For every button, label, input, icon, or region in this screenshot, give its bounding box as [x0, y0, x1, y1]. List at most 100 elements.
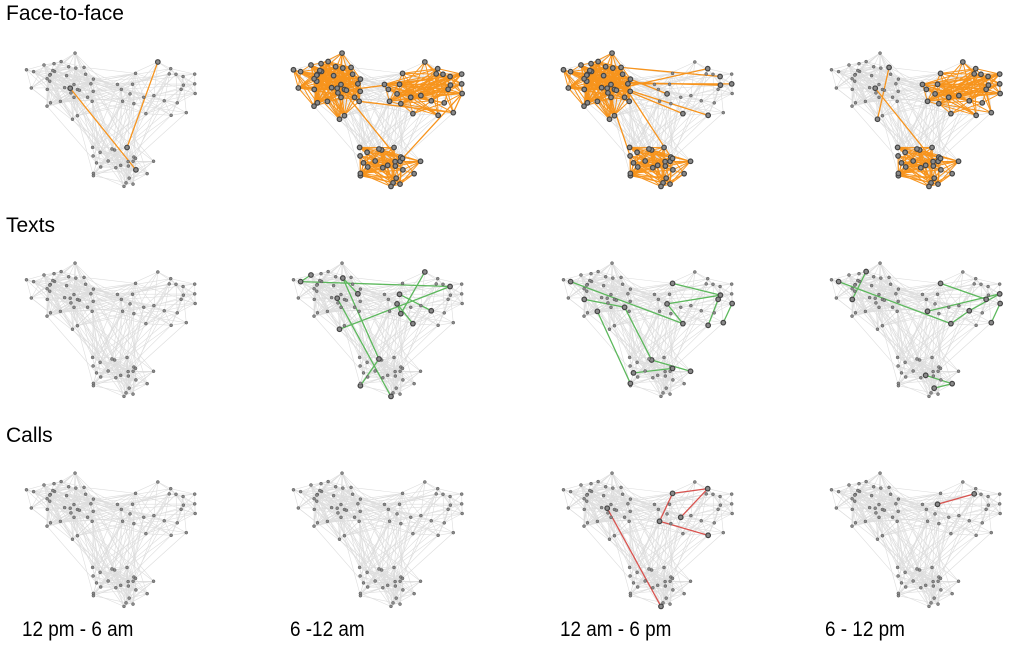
background-edge — [115, 313, 135, 378]
background-edge — [396, 303, 403, 369]
background-edge — [351, 67, 403, 74]
background-edge — [46, 66, 69, 80]
background-edge — [123, 161, 154, 187]
background-edge — [852, 89, 866, 102]
background-edge — [117, 283, 170, 295]
active-node — [919, 81, 926, 88]
background-edge — [657, 370, 691, 376]
active-node — [979, 99, 986, 106]
node — [77, 298, 82, 302]
background-edge — [64, 87, 93, 148]
node — [829, 68, 834, 72]
background-edge — [607, 297, 625, 308]
background-edge — [916, 89, 927, 150]
background-edge — [654, 283, 707, 295]
background-edge — [607, 293, 629, 304]
background-edge — [438, 322, 454, 326]
active-edge — [327, 61, 340, 120]
active-node — [996, 80, 1003, 87]
background-edge — [586, 276, 606, 286]
node — [66, 65, 71, 69]
active-node — [339, 65, 346, 71]
node — [315, 311, 320, 315]
active-edge — [583, 90, 631, 107]
node — [45, 297, 49, 302]
background-edge — [682, 113, 709, 116]
active-node — [433, 70, 440, 77]
node — [315, 283, 319, 287]
active-node — [316, 67, 323, 74]
active-node — [902, 164, 909, 170]
background-edge — [177, 293, 195, 314]
node — [669, 101, 673, 106]
background-edge — [636, 101, 660, 153]
active-node — [295, 85, 302, 91]
background-edge — [99, 101, 123, 153]
background-edge — [93, 372, 97, 384]
node — [62, 85, 67, 90]
active-edge — [584, 298, 625, 308]
node — [133, 366, 138, 371]
background-edge — [120, 305, 155, 376]
active-node — [627, 76, 634, 83]
background-edge — [366, 101, 390, 153]
background-edge — [96, 372, 129, 377]
node — [879, 66, 883, 70]
node — [91, 77, 96, 81]
background-edge — [92, 294, 118, 358]
active-edge — [359, 100, 454, 114]
background-edge — [70, 83, 92, 94]
background-edge — [584, 277, 613, 290]
background-edge — [293, 274, 312, 281]
node — [358, 299, 362, 304]
active-node — [584, 99, 591, 106]
active-edge — [399, 293, 432, 312]
network-graph — [829, 261, 1004, 399]
active-node — [133, 166, 139, 173]
active-node — [627, 88, 634, 95]
background-edge — [359, 103, 402, 148]
node — [446, 297, 450, 302]
node — [74, 276, 78, 280]
active-node — [949, 170, 956, 177]
background-edge — [654, 73, 707, 85]
active-edge — [938, 100, 970, 105]
background-edge — [857, 66, 874, 71]
node — [192, 82, 197, 86]
node — [51, 278, 55, 283]
background-edge — [93, 89, 122, 92]
background-edge — [93, 162, 97, 174]
background-edge — [897, 101, 928, 157]
node — [174, 282, 178, 286]
background-edge — [890, 284, 941, 369]
node — [409, 305, 413, 309]
background-edge — [854, 74, 927, 90]
node — [896, 89, 900, 94]
active-node — [619, 71, 626, 78]
active-edge — [629, 146, 691, 162]
background-edge — [360, 299, 389, 302]
background-edge — [603, 285, 608, 299]
node — [852, 79, 857, 83]
active-node — [705, 112, 712, 119]
node — [398, 369, 402, 373]
active-edge — [898, 172, 930, 187]
background-edge — [333, 285, 355, 308]
network-panel — [813, 35, 1023, 200]
background-edge — [670, 73, 673, 104]
active-edge — [400, 271, 426, 314]
node — [599, 295, 604, 300]
node — [167, 72, 171, 76]
background-edge — [47, 89, 61, 102]
node — [628, 364, 632, 368]
background-edge — [123, 173, 148, 187]
background-edge — [854, 284, 927, 300]
node — [871, 65, 876, 69]
background-edge — [135, 322, 187, 369]
active-node — [354, 80, 361, 87]
active-edge — [927, 100, 977, 116]
background-edge — [66, 285, 88, 308]
background-edge — [950, 113, 977, 116]
node — [585, 311, 590, 315]
background-edge — [682, 323, 709, 326]
